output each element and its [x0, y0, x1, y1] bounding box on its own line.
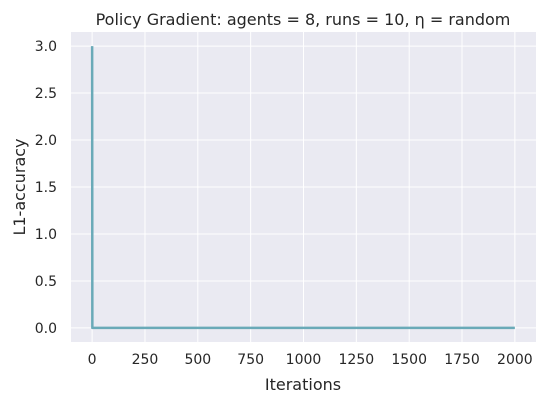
y-tick-label: 2.0 — [35, 133, 57, 149]
y-tick-label: 1.0 — [35, 227, 57, 243]
x-tick-label: 250 — [132, 352, 159, 368]
x-tick-label: 0 — [88, 352, 97, 368]
chart-title: Policy Gradient: agents = 8, runs = 10, … — [96, 10, 511, 29]
series-layer — [90, 46, 515, 330]
y-tick-label: 3.0 — [35, 39, 57, 55]
series-line — [90, 46, 515, 330]
y-axis-ticks: 0.0 0.5 1.0 1.5 2.0 2.5 3.0 — [35, 39, 57, 337]
x-tick-label: 1000 — [286, 352, 322, 368]
x-axis-label: Iterations — [265, 375, 341, 394]
x-tick-label: 1500 — [391, 352, 427, 368]
x-tick-label: 500 — [184, 352, 211, 368]
x-tick-label: 750 — [237, 352, 264, 368]
y-tick-label: 0.0 — [35, 321, 57, 337]
x-tick-label: 2000 — [497, 352, 533, 368]
y-tick-label: 1.5 — [35, 180, 57, 196]
y-axis-label: L1-accuracy — [10, 138, 29, 235]
x-axis-ticks: 0 250 500 750 1000 1250 1500 1750 2000 — [88, 352, 533, 368]
y-tick-label: 0.5 — [35, 274, 57, 290]
x-tick-label: 1250 — [339, 352, 375, 368]
x-tick-label: 1750 — [444, 352, 480, 368]
y-tick-label: 2.5 — [35, 86, 57, 102]
